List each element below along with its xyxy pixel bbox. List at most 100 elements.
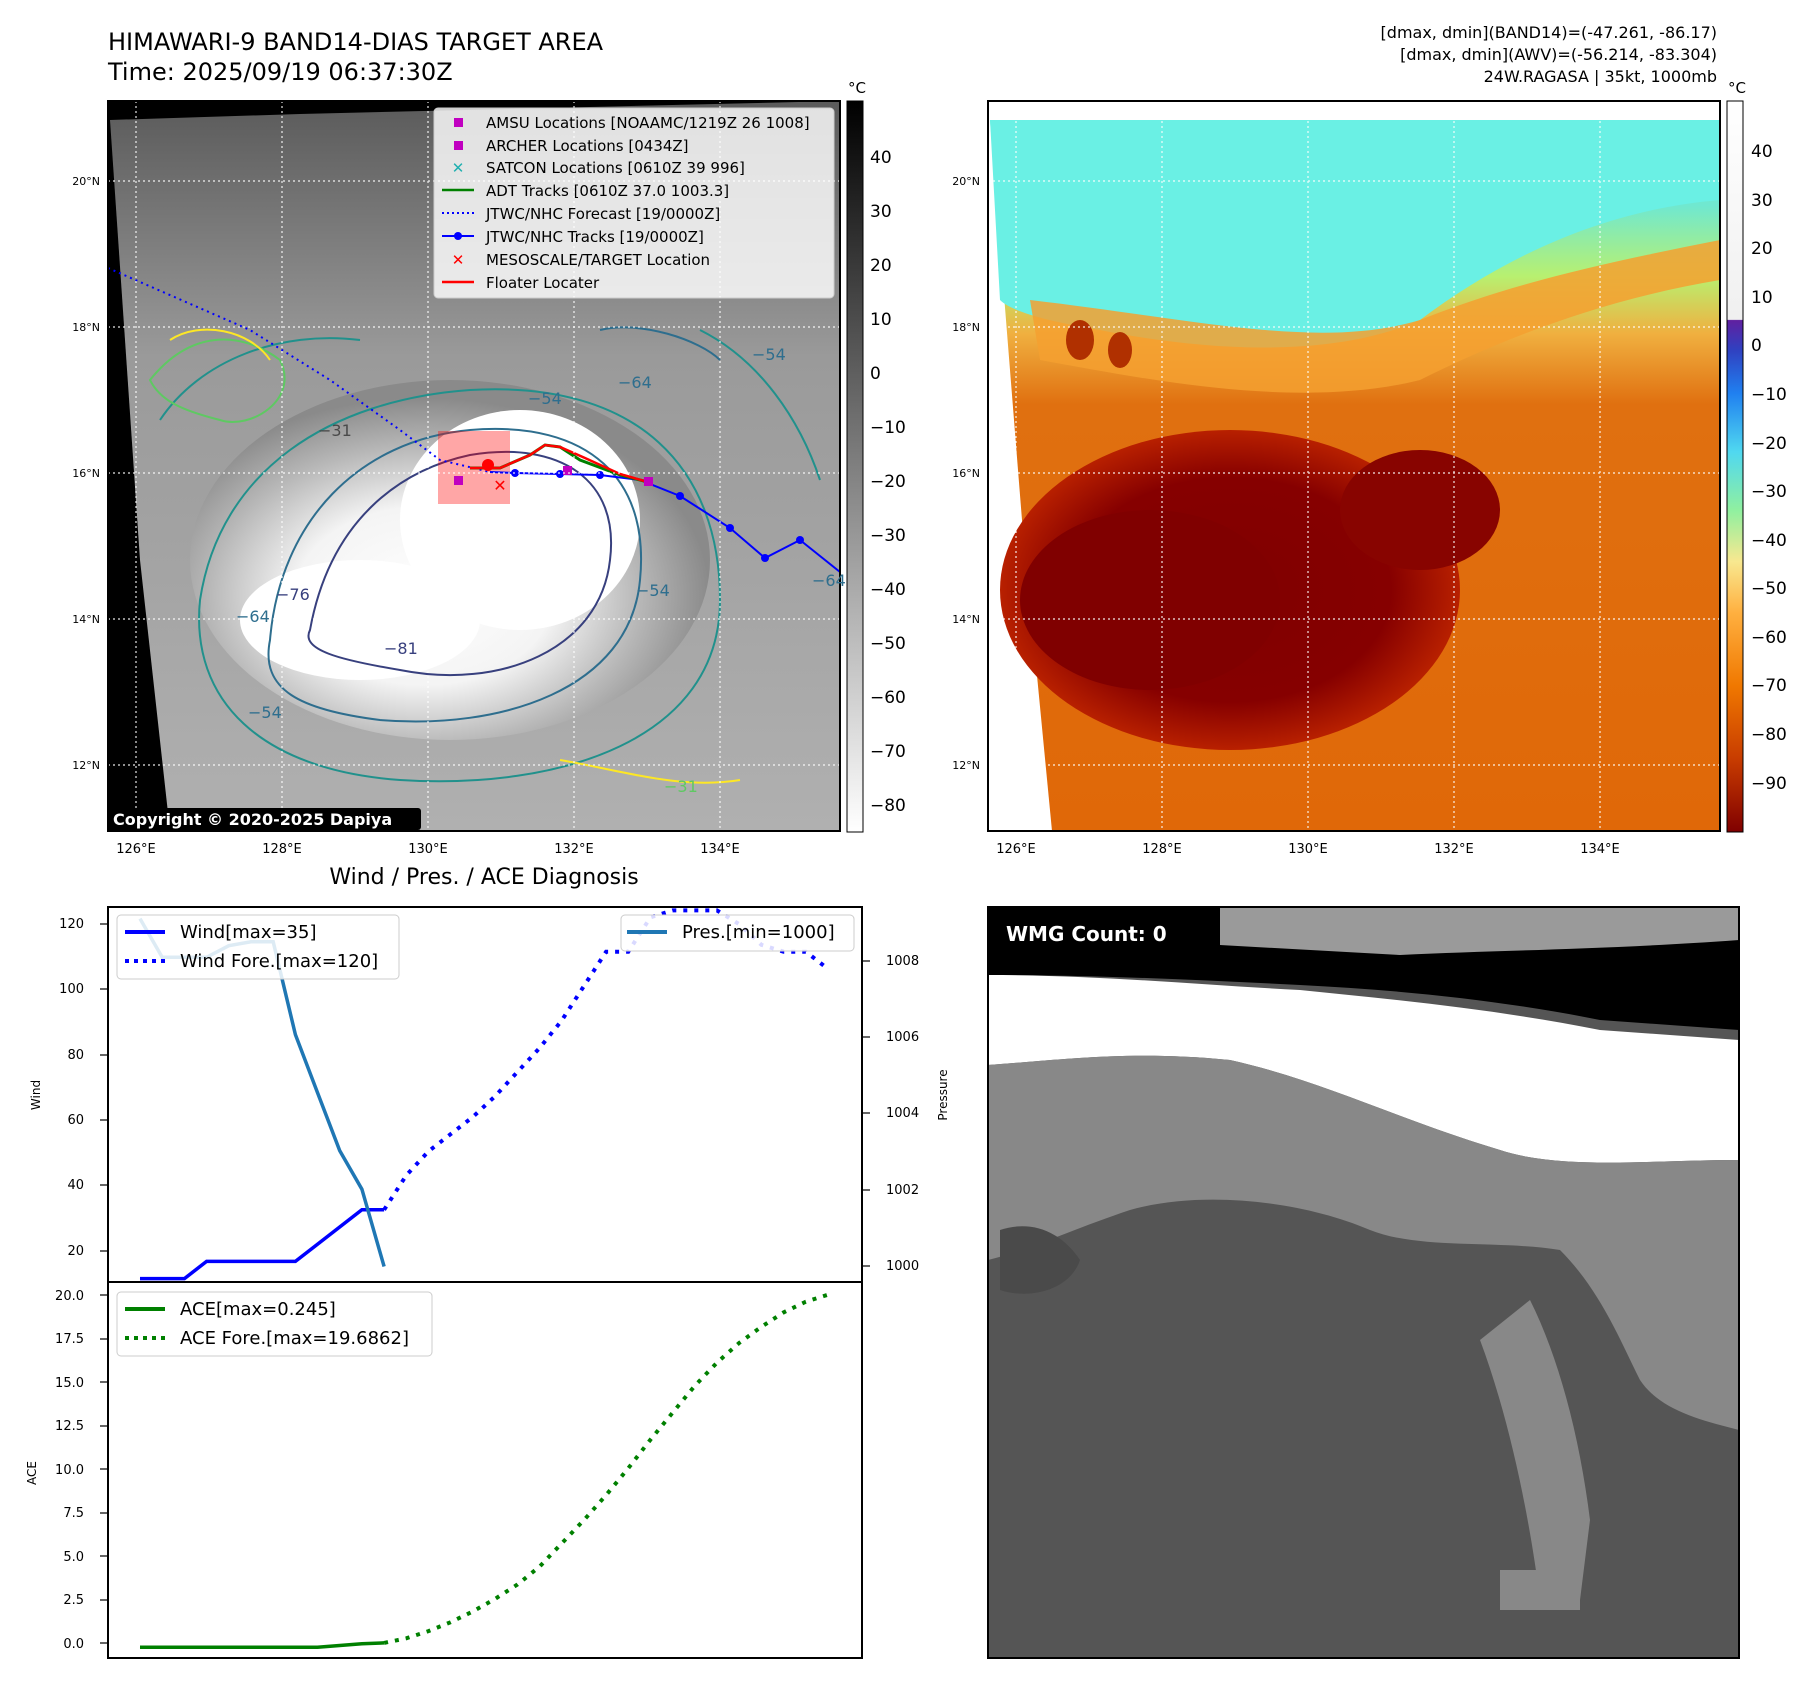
lon-label: 130°E	[408, 842, 448, 857]
colorbar-tick: −50	[870, 634, 906, 654]
wind-y-tick: 80	[67, 1048, 84, 1063]
ir-contour-labels: −64 −54 −31 −76 −64 −81 −54 −31 −54 −64 …	[236, 345, 846, 796]
legend-jtwc-forecast: JTWC/NHC Forecast [19/0000Z]	[442, 205, 720, 223]
ace-axis-label: ACE	[25, 1461, 39, 1485]
contour-label: −54	[752, 345, 786, 364]
colorbar-tick: −90	[1751, 774, 1787, 794]
ace-y-tick: 10.0	[55, 1463, 84, 1478]
awv-lon-labels: 126°E 128°E 130°E 132°E 134°E	[996, 842, 1620, 857]
awv-colorbar-ticks: 40 30 20 10 0 −10 −20 −30 −40 −50 −60 −7…	[1751, 142, 1787, 794]
colorbar-tick: 0	[1751, 336, 1762, 356]
svg-text:✕: ✕	[452, 159, 465, 177]
svg-text:AMSU Locations [NOAAMC/1219Z 2: AMSU Locations [NOAAMC/1219Z 26 1008]	[486, 114, 810, 132]
colorbar-tick: −20	[1751, 434, 1787, 454]
wind-series-line	[140, 1208, 385, 1281]
svg-text:ADT Tracks [0610Z 37.0 1003.3]: ADT Tracks [0610Z 37.0 1003.3]	[486, 182, 729, 200]
awv-colorbar-unit: °C	[1728, 79, 1746, 97]
legend-jtwc-tracks: JTWC/NHC Tracks [19/0000Z]	[442, 228, 704, 246]
contour-label: −54	[528, 389, 562, 408]
ir-lon-labels: 126°E 128°E 130°E 132°E 134°E	[116, 842, 740, 857]
ace-y-tick: 7.5	[63, 1506, 84, 1521]
lat-label: 18°N	[72, 321, 100, 334]
colorbar-tick: −20	[870, 472, 906, 492]
lon-label: 130°E	[1288, 842, 1328, 857]
legend-ace-forecast: ACE Fore.[max=19.6862]	[180, 1328, 409, 1349]
svg-text:JTWC/NHC Forecast [19/0000Z]: JTWC/NHC Forecast [19/0000Z]	[485, 205, 720, 223]
legend-amsu: AMSU Locations [NOAAMC/1219Z 26 1008]	[454, 114, 810, 132]
wmg-count-badge: WMG Count: 0	[998, 918, 1178, 948]
contour-label: −64	[812, 571, 846, 590]
legend-pressure: Pres.[min=1000]	[682, 922, 835, 943]
lon-label: 126°E	[996, 842, 1036, 857]
wind-y-tick: 100	[59, 982, 84, 997]
colorbar-tick: −60	[870, 688, 906, 708]
lon-label: 128°E	[1142, 842, 1182, 857]
colorbar-tick: 10	[870, 310, 892, 330]
pressure-y-tick: 1000	[886, 1259, 919, 1274]
awv-colorbar: °C 40 30 20 10 0 −10 −20 −30 −40 −50 −60…	[1726, 79, 1787, 833]
colorbar-tick: 0	[870, 364, 881, 384]
ace-y-tick: 5.0	[63, 1550, 84, 1565]
colorbar-tick: −40	[870, 580, 906, 600]
lat-label: 20°N	[952, 175, 980, 188]
svg-text:ARCHER Locations [0434Z]: ARCHER Locations [0434Z]	[486, 137, 689, 155]
lon-label: 132°E	[554, 842, 594, 857]
colorbar-tick: −60	[1751, 628, 1787, 648]
wind-axis-label: Wind	[29, 1080, 43, 1110]
colorbar-tick: −30	[870, 526, 906, 546]
legend-archer: ARCHER Locations [0434Z]	[454, 137, 689, 155]
contour-label: −31	[664, 777, 698, 796]
svg-text:WMG Count: 0: WMG Count: 0	[1006, 922, 1167, 946]
lat-label: 18°N	[952, 321, 980, 334]
colorbar-tick: −80	[1751, 725, 1787, 745]
contour-label: −54	[636, 581, 670, 600]
dmax-awv-info: [dmax, dmin](AWV)=(-56.214, -83.304)	[1400, 45, 1717, 64]
svg-text:MESOSCALE/TARGET Location: MESOSCALE/TARGET Location	[486, 251, 710, 269]
awv-lat-labels: 20°N 18°N 16°N 14°N 12°N	[952, 175, 980, 772]
pressure-axis-label: Pressure	[936, 1069, 950, 1120]
ir-colorbar-ticks: 40 30 20 10 0 −10 −20 −30 −40 −50 −60 −7…	[870, 148, 906, 816]
svg-text:JTWC/NHC Tracks [19/0000Z]: JTWC/NHC Tracks [19/0000Z]	[485, 228, 704, 246]
ace-forecast-series-line	[383, 1292, 829, 1645]
colorbar-tick: −70	[1751, 676, 1787, 696]
lat-label: 14°N	[952, 613, 980, 626]
ace-chart: 20.0 17.5 15.0 12.5 10.0 7.5 5.0 2.5 0.0…	[25, 1281, 863, 1659]
colorbar-tick: 30	[1751, 191, 1773, 211]
pressure-y-tick: 1002	[886, 1183, 919, 1198]
svg-text:✕: ✕	[452, 251, 465, 269]
ir-lat-labels: 20°N 18°N 16°N 14°N 12°N	[72, 175, 100, 772]
awv-image-panel	[987, 100, 1721, 832]
dmax-band14-info: [dmax, dmin](BAND14)=(-47.261, -86.17)	[1381, 23, 1717, 42]
lat-label: 12°N	[72, 759, 100, 772]
colorbar-tick: −80	[870, 796, 906, 816]
pressure-y-tick: 1006	[886, 1030, 919, 1045]
colorbar-tick: 20	[1751, 239, 1773, 259]
figure-title: HIMAWARI-9 BAND14-DIAS TARGET AREA	[108, 28, 604, 56]
lat-label: 20°N	[72, 175, 100, 188]
contour-label: −64	[618, 373, 652, 392]
legend-wind-forecast: Wind Fore.[max=120]	[180, 951, 378, 972]
colorbar-tick: −10	[1751, 385, 1787, 405]
lon-label: 126°E	[116, 842, 156, 857]
legend-floater-locater: Floater Locater	[442, 274, 600, 292]
legend-adt: ADT Tracks [0610Z 37.0 1003.3]	[442, 182, 729, 200]
contour-label: −76	[276, 585, 310, 604]
lon-label: 134°E	[700, 842, 740, 857]
ace-y-tick: 0.0	[63, 1637, 84, 1652]
colorbar-tick: 20	[870, 256, 892, 276]
ace-y-tick: 20.0	[55, 1289, 84, 1304]
colorbar-tick: −30	[1751, 482, 1787, 502]
svg-text:Copyright © 2020-2025 Dapiya: Copyright © 2020-2025 Dapiya	[113, 810, 392, 829]
figure-time: Time: 2025/09/19 06:37:30Z	[107, 58, 453, 86]
lon-label: 132°E	[1434, 842, 1474, 857]
contour-label: −31	[318, 421, 352, 440]
lat-label: 16°N	[952, 467, 980, 480]
ace-y-tick: 2.5	[63, 1593, 84, 1608]
legend-satcon: ✕ SATCON Locations [0610Z 39 996]	[452, 159, 745, 177]
wind-y-ticks: 120 100 80 60 40 20	[59, 917, 84, 1259]
colorbar-tick: −10	[870, 418, 906, 438]
ace-legend: ACE[max=0.245] ACE Fore.[max=19.6862]	[116, 1291, 433, 1357]
ace-y-tick: 17.5	[55, 1332, 84, 1347]
legend-wind: Wind[max=35]	[180, 922, 317, 943]
